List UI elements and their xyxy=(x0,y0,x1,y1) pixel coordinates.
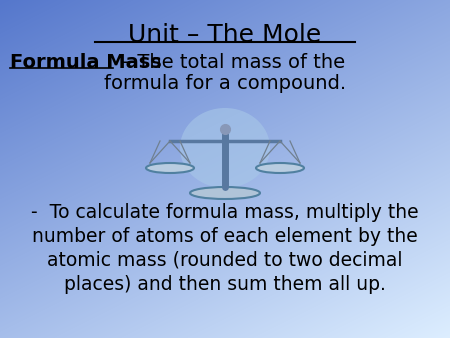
Ellipse shape xyxy=(146,163,194,173)
Text: Formula Mass: Formula Mass xyxy=(10,53,162,72)
Text: Unit – The Mole: Unit – The Mole xyxy=(128,23,322,47)
Text: formula for a compound.: formula for a compound. xyxy=(104,74,346,93)
Ellipse shape xyxy=(190,187,260,199)
Text: – The total mass of the: – The total mass of the xyxy=(115,53,345,72)
Ellipse shape xyxy=(256,163,304,173)
Text: -  To calculate formula mass, multiply the: - To calculate formula mass, multiply th… xyxy=(31,203,419,222)
Text: atomic mass (rounded to two decimal: atomic mass (rounded to two decimal xyxy=(47,251,403,270)
Text: places) and then sum them all up.: places) and then sum them all up. xyxy=(64,275,386,294)
Ellipse shape xyxy=(180,108,270,188)
Text: number of atoms of each element by the: number of atoms of each element by the xyxy=(32,227,418,246)
